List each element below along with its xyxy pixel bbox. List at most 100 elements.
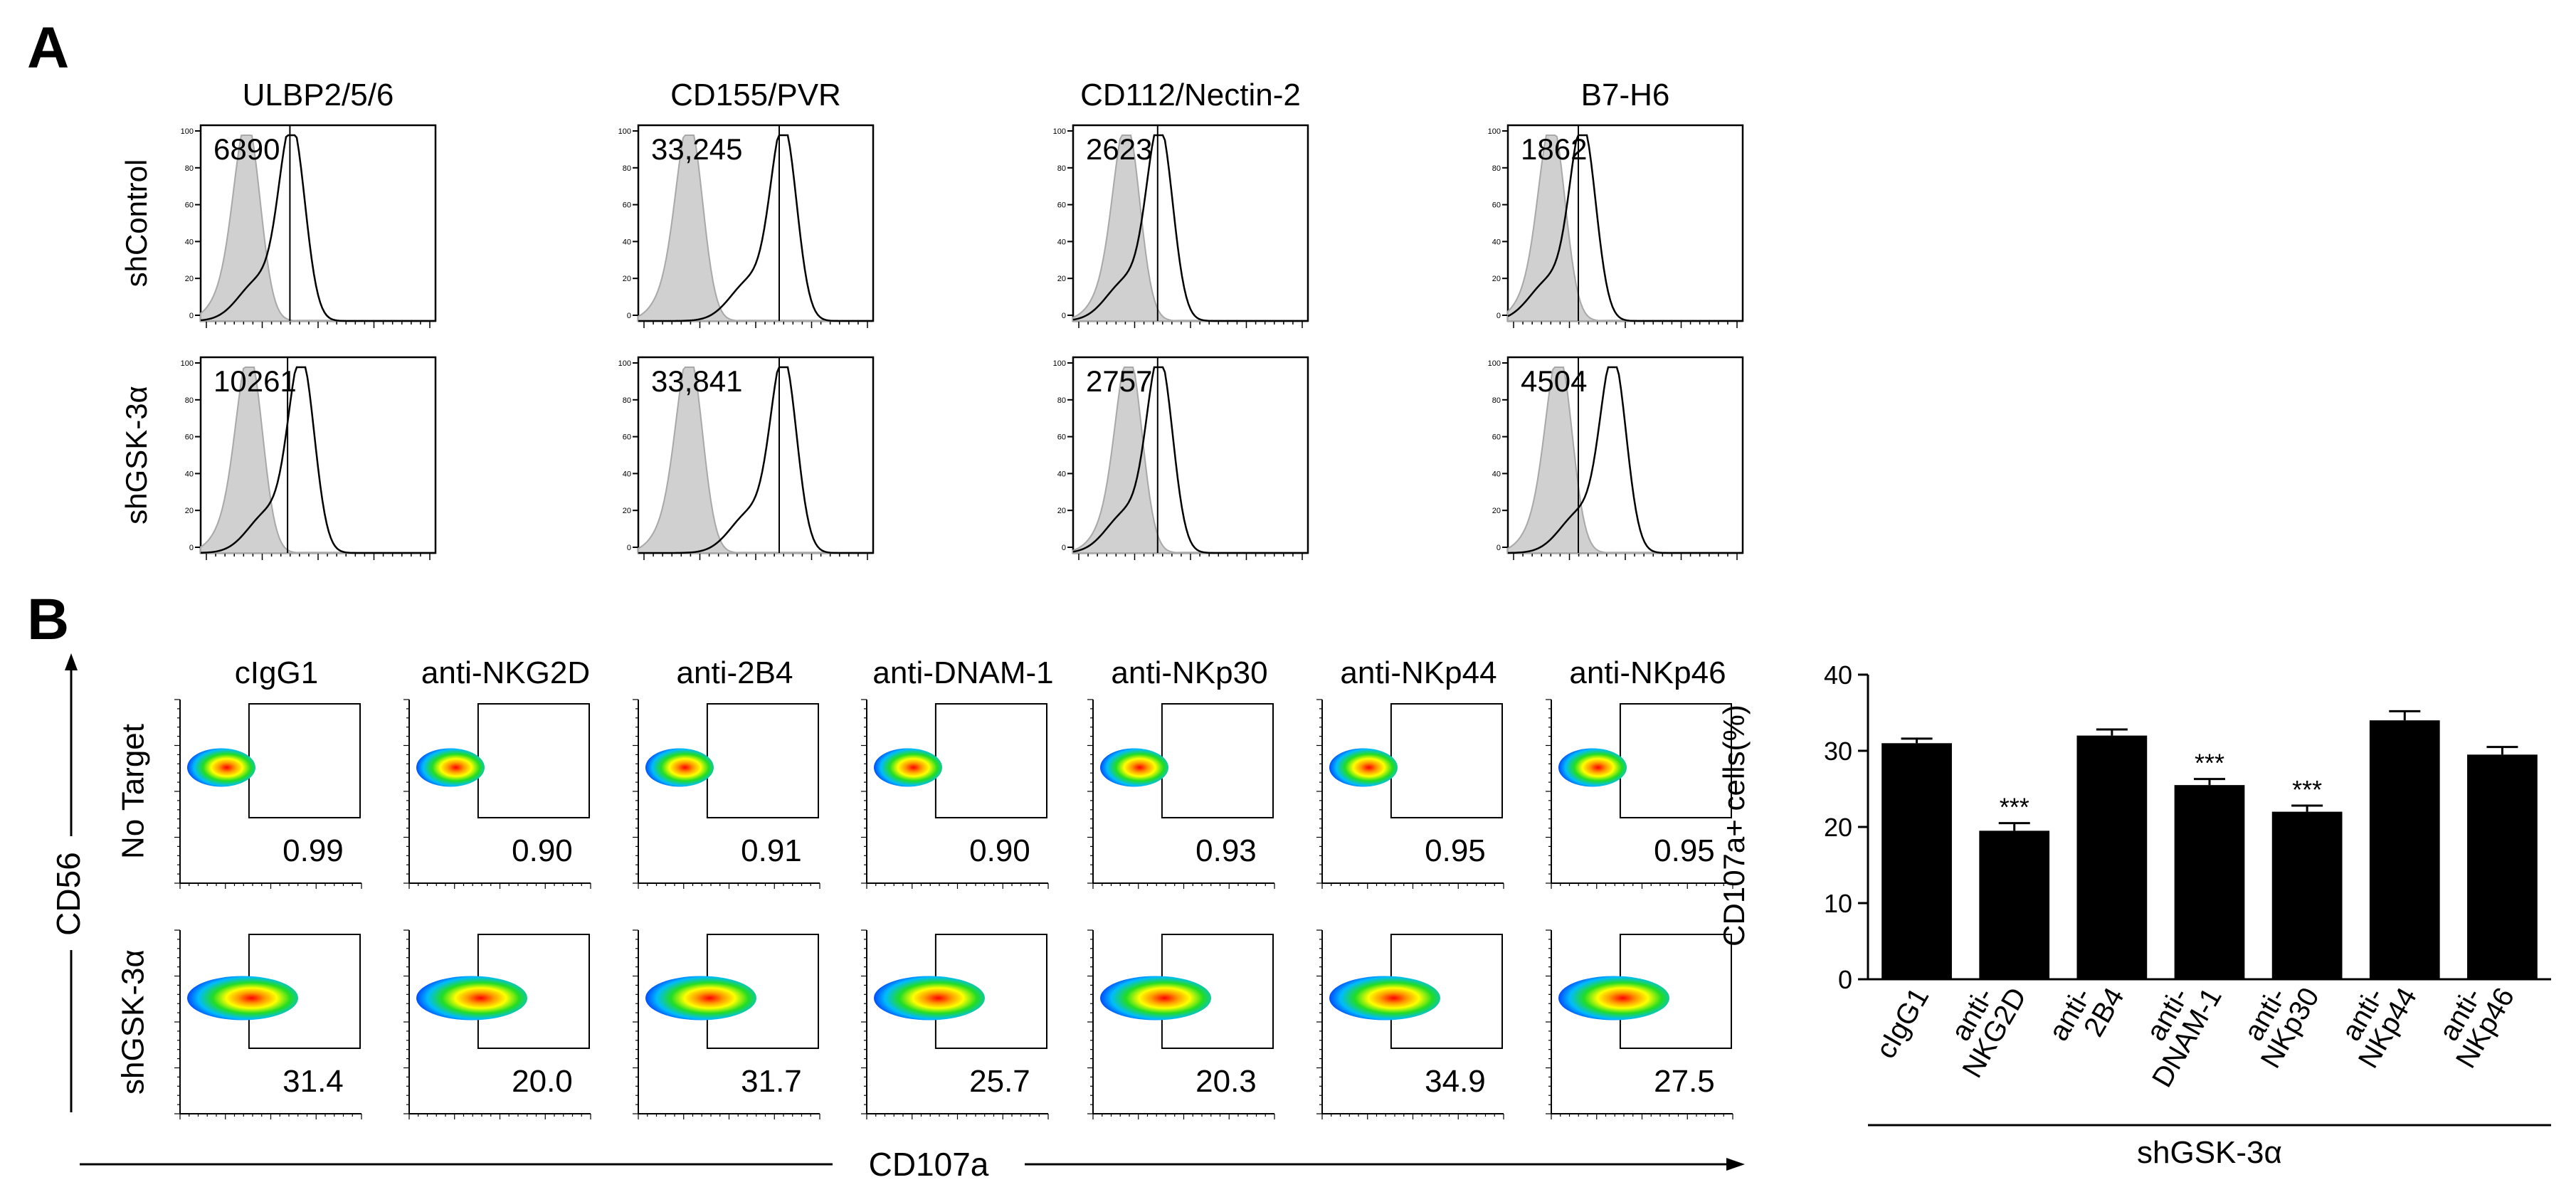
histogram-plot: 100 80 60 40 20 0 6890 bbox=[181, 124, 437, 328]
histogram-y-tick-label: 40 bbox=[1057, 238, 1066, 246]
histogram-column-title: B7-H6 bbox=[1581, 78, 1670, 112]
histogram-y-tick-label: 100 bbox=[1488, 127, 1501, 136]
staining-histogram bbox=[638, 366, 873, 554]
gate-percentage: 0.99 bbox=[283, 833, 344, 868]
histogram-y-tick-label: 80 bbox=[185, 396, 194, 405]
flow-dot-plot: 31.7 bbox=[633, 929, 820, 1119]
flow-column-title: anti-NKG2D bbox=[421, 655, 590, 690]
gate-box bbox=[1619, 703, 1732, 818]
gate-percentage: 31.7 bbox=[741, 1064, 802, 1099]
histogram-plot: 100 80 60 40 20 0 1862 bbox=[1488, 124, 1744, 328]
histogram-y-ticks: 100 80 60 40 20 0 bbox=[618, 127, 638, 320]
histogram-y-tick-label: 0 bbox=[189, 544, 194, 552]
histogram-y-tick-label: 20 bbox=[1057, 507, 1066, 515]
histogram-y-ticks: 100 80 60 40 20 0 bbox=[1053, 127, 1073, 320]
bar bbox=[2076, 735, 2148, 979]
arrow-right-icon bbox=[1726, 1158, 1745, 1171]
cd107a-axis-label: CD107a bbox=[869, 1146, 989, 1183]
histogram-y-ticks: 100 80 60 40 20 0 bbox=[181, 359, 201, 552]
gate-percentage: 34.9 bbox=[1425, 1064, 1486, 1099]
histogram-column-title: CD112/Nectin-2 bbox=[1080, 78, 1301, 112]
gate-percentage: 0.95 bbox=[1425, 833, 1486, 868]
gate-percentage: 27.5 bbox=[1654, 1064, 1715, 1099]
flow-dot-plot: 27.5 bbox=[1546, 929, 1733, 1119]
cd56-axis: CD56 bbox=[50, 653, 87, 1112]
cell-population-density bbox=[1558, 976, 1669, 1021]
histogram-y-tick-label: 20 bbox=[185, 275, 194, 283]
flow-dot-plot: 0.95 bbox=[1316, 699, 1504, 889]
panel-a-label: A bbox=[27, 16, 69, 80]
cell-population-density bbox=[874, 976, 985, 1021]
gate-percentage: 0.95 bbox=[1654, 833, 1715, 868]
cell-population-density bbox=[874, 748, 942, 787]
flow-dot-plot: 0.93 bbox=[1087, 699, 1275, 889]
cell-population-density bbox=[1329, 976, 1440, 1021]
gate-box bbox=[934, 703, 1048, 818]
histogram-y-tick-label: 20 bbox=[1492, 275, 1501, 283]
flow-row-title: No Target bbox=[116, 724, 151, 859]
histogram-y-ticks: 100 80 60 40 20 0 bbox=[1053, 359, 1073, 552]
flow-column-title: anti-NKp46 bbox=[1569, 655, 1726, 690]
gate-percentage: 31.4 bbox=[283, 1064, 344, 1099]
mfi-value: 2757 bbox=[1086, 364, 1152, 398]
bar-chart-y-tick-label: 40 bbox=[1824, 660, 1852, 690]
mfi-value: 1862 bbox=[1521, 132, 1587, 166]
histogram-y-tick-label: 100 bbox=[1053, 359, 1066, 368]
flow-dot-plot: 20.0 bbox=[403, 929, 591, 1119]
cell-population-density bbox=[1100, 748, 1168, 787]
staining-histogram bbox=[638, 134, 873, 322]
histogram-y-tick-label: 80 bbox=[1492, 164, 1501, 173]
gate-percentage: 0.90 bbox=[512, 833, 573, 868]
histogram-row-title: shGSK-3α bbox=[120, 386, 153, 524]
histogram-plot: 100 80 60 40 20 0 4504 bbox=[1488, 356, 1744, 560]
histogram-y-tick-label: 40 bbox=[185, 238, 194, 246]
cell-population-density bbox=[187, 748, 255, 787]
histogram-y-tick-label: 80 bbox=[623, 396, 631, 405]
cell-population-density bbox=[1558, 748, 1627, 787]
histogram-y-ticks: 100 80 60 40 20 0 bbox=[618, 359, 638, 552]
histogram-y-tick-label: 60 bbox=[1057, 433, 1066, 442]
histogram-y-tick-label: 40 bbox=[185, 470, 194, 478]
histogram-y-tick-label: 80 bbox=[623, 164, 631, 173]
histogram-plot: 100 80 60 40 20 0 33,245 bbox=[618, 124, 875, 328]
bar-chart-y-tick-label: 30 bbox=[1824, 737, 1852, 766]
histogram-y-tick-label: 100 bbox=[181, 359, 194, 368]
staining-histogram bbox=[1072, 366, 1308, 554]
flow-dot-plot: 0.95 bbox=[1546, 699, 1733, 889]
histogram-row-title: shControl bbox=[120, 159, 153, 288]
significance-marker: *** bbox=[2292, 775, 2322, 804]
mfi-value: 6890 bbox=[213, 132, 280, 166]
staining-histogram bbox=[1507, 134, 1743, 322]
cell-population-density bbox=[416, 976, 527, 1021]
histogram-y-tick-label: 40 bbox=[623, 470, 631, 478]
histogram-plot: 100 80 60 40 20 0 2757 bbox=[1053, 356, 1309, 560]
flow-dot-plot: 0.91 bbox=[633, 699, 820, 889]
mfi-value: 33,841 bbox=[651, 364, 742, 398]
staining-histogram bbox=[1507, 366, 1743, 554]
histogram-y-tick-label: 100 bbox=[618, 359, 631, 368]
histogram-y-tick-label: 40 bbox=[1057, 470, 1066, 478]
bar bbox=[1881, 743, 1952, 979]
flow-column-title: anti-2B4 bbox=[677, 655, 793, 690]
significance-marker: *** bbox=[2000, 793, 2029, 822]
histogram-y-tick-label: 20 bbox=[1057, 275, 1066, 283]
histogram-y-tick-label: 0 bbox=[189, 312, 194, 320]
histogram-y-tick-label: 20 bbox=[1492, 507, 1501, 515]
cell-population-density bbox=[645, 748, 714, 787]
bar-chart-y-tick-label: 20 bbox=[1824, 813, 1852, 842]
flow-dot-plot: 0.90 bbox=[403, 699, 591, 889]
cell-population-density bbox=[1329, 748, 1398, 787]
gate-box bbox=[706, 703, 820, 818]
bar-chart: CD107a+ cells(%) 0 10 20 30 40 *** *** *** cIg… bbox=[1717, 660, 2551, 1170]
histogram-y-tick-label: 20 bbox=[623, 507, 631, 515]
histogram-y-ticks: 100 80 60 40 20 0 bbox=[1488, 359, 1508, 552]
panel-a: A ULBP2/5/6 CD155/PVR CD112/Nectin-2 B7-H6 … bbox=[27, 16, 1744, 560]
histogram-y-tick-label: 0 bbox=[1062, 312, 1066, 320]
arrow-up-icon bbox=[65, 653, 78, 670]
bar-chart-y-tick-label: 0 bbox=[1838, 965, 1852, 994]
histogram-y-tick-label: 100 bbox=[181, 127, 194, 136]
bar bbox=[1979, 831, 2050, 979]
histogram-y-tick-label: 40 bbox=[1492, 470, 1501, 478]
flow-column-title: anti-DNAM-1 bbox=[872, 655, 1053, 690]
